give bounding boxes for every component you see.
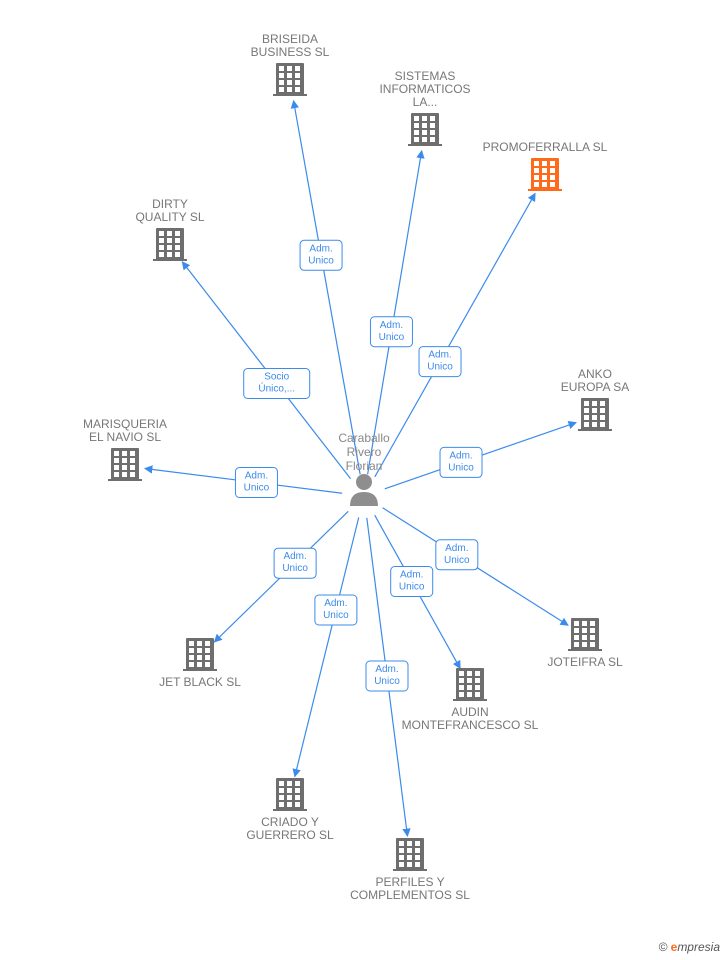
- company-node[interactable]: SISTEMASINFORMATICOSLA...: [379, 69, 470, 146]
- edge-label: Adm.Unico: [235, 468, 277, 498]
- edge-label: Adm.Unico: [315, 595, 357, 625]
- company-node[interactable]: BRISEIDABUSINESS SL: [251, 32, 330, 96]
- svg-text:Unico: Unico: [374, 676, 400, 687]
- svg-text:AUDIN: AUDIN: [451, 705, 488, 719]
- svg-text:DIRTY: DIRTY: [152, 197, 188, 211]
- svg-text:Rivero: Rivero: [347, 445, 382, 459]
- svg-text:Único,...: Único,...: [258, 382, 295, 395]
- edge-label: Adm.Unico: [366, 661, 408, 691]
- svg-text:Unico: Unico: [444, 555, 470, 566]
- svg-text:GUERRERO SL: GUERRERO SL: [246, 828, 334, 842]
- svg-text:Unico: Unico: [308, 255, 334, 266]
- svg-text:Socio: Socio: [264, 372, 289, 383]
- svg-text:Unico: Unico: [282, 563, 308, 574]
- edge-label: Adm.Unico: [274, 548, 316, 578]
- svg-text:PROMOFERRALLA SL: PROMOFERRALLA SL: [483, 140, 608, 154]
- company-node[interactable]: MARISQUERIAEL NAVIO SL: [83, 417, 167, 481]
- svg-text:Adm.: Adm.: [428, 350, 451, 361]
- copyright-symbol: ©: [658, 940, 667, 954]
- svg-text:JOTEIFRA SL: JOTEIFRA SL: [547, 655, 623, 669]
- svg-text:Unico: Unico: [427, 362, 453, 373]
- company-node[interactable]: CRIADO YGUERRERO SL: [246, 778, 334, 842]
- svg-text:Adm.: Adm.: [245, 471, 268, 482]
- svg-text:Adm.: Adm.: [375, 664, 398, 675]
- svg-text:COMPLEMENTOS SL: COMPLEMENTOS SL: [350, 888, 470, 902]
- svg-text:Unico: Unico: [379, 332, 405, 343]
- svg-text:Adm.: Adm.: [283, 551, 306, 562]
- company-node[interactable]: ANKOEUROPA SA: [561, 367, 629, 431]
- edge-label: Adm.Unico: [300, 240, 342, 270]
- company-node[interactable]: AUDINMONTEFRANCESCO SL: [402, 668, 539, 732]
- svg-text:ANKO: ANKO: [578, 367, 612, 381]
- copyright-footer: © empresia: [658, 940, 720, 954]
- svg-text:Adm.: Adm.: [449, 450, 472, 461]
- company-node[interactable]: DIRTYQUALITY SL: [135, 197, 204, 261]
- edge-label: Adm.Unico: [419, 347, 461, 377]
- svg-text:Adm.: Adm.: [380, 320, 403, 331]
- svg-text:QUALITY SL: QUALITY SL: [135, 210, 204, 224]
- svg-text:SISTEMAS: SISTEMAS: [395, 69, 456, 83]
- svg-text:Unico: Unico: [448, 462, 474, 473]
- edge-label: Adm.Unico: [391, 567, 433, 597]
- svg-text:MONTEFRANCESCO SL: MONTEFRANCESCO SL: [402, 718, 539, 732]
- svg-text:Florian: Florian: [346, 459, 383, 473]
- svg-text:Adm.: Adm.: [445, 543, 468, 554]
- company-node[interactable]: PERFILES YCOMPLEMENTOS SL: [350, 838, 470, 902]
- svg-text:EL NAVIO SL: EL NAVIO SL: [89, 430, 161, 444]
- svg-text:CRIADO Y: CRIADO Y: [261, 815, 319, 829]
- svg-text:PERFILES Y: PERFILES Y: [375, 875, 444, 889]
- edge-label: SocioÚnico,...: [244, 369, 310, 399]
- company-node[interactable]: JOTEIFRA SL: [547, 618, 623, 669]
- edge-label: Adm.Unico: [440, 447, 482, 477]
- center-person: CaraballoRiveroFlorian: [338, 431, 390, 506]
- svg-text:INFORMATICOS: INFORMATICOS: [379, 82, 470, 96]
- svg-text:JET BLACK SL: JET BLACK SL: [159, 675, 241, 689]
- svg-text:Unico: Unico: [399, 582, 425, 593]
- svg-text:Unico: Unico: [244, 483, 270, 494]
- svg-text:Adm.: Adm.: [309, 243, 332, 254]
- svg-text:Caraballo: Caraballo: [338, 431, 390, 445]
- svg-text:MARISQUERIA: MARISQUERIA: [83, 417, 167, 431]
- company-node[interactable]: PROMOFERRALLA SL: [483, 140, 608, 191]
- edge-label: Adm.Unico: [436, 540, 478, 570]
- svg-text:Adm.: Adm.: [324, 598, 347, 609]
- brand-rest: mpresia: [677, 940, 720, 954]
- relationship-edge: [368, 151, 422, 475]
- svg-text:EUROPA SA: EUROPA SA: [561, 380, 629, 394]
- relationship-diagram: BRISEIDABUSINESS SL SISTEMASINFORMATICOSL…: [0, 0, 728, 960]
- svg-text:Unico: Unico: [323, 610, 349, 621]
- company-node[interactable]: JET BLACK SL: [159, 638, 241, 689]
- svg-text:Adm.: Adm.: [400, 570, 423, 581]
- edge-label: Adm.Unico: [370, 317, 412, 347]
- svg-text:BRISEIDA: BRISEIDA: [262, 32, 318, 46]
- svg-text:LA...: LA...: [413, 95, 438, 109]
- svg-text:BUSINESS SL: BUSINESS SL: [251, 45, 330, 59]
